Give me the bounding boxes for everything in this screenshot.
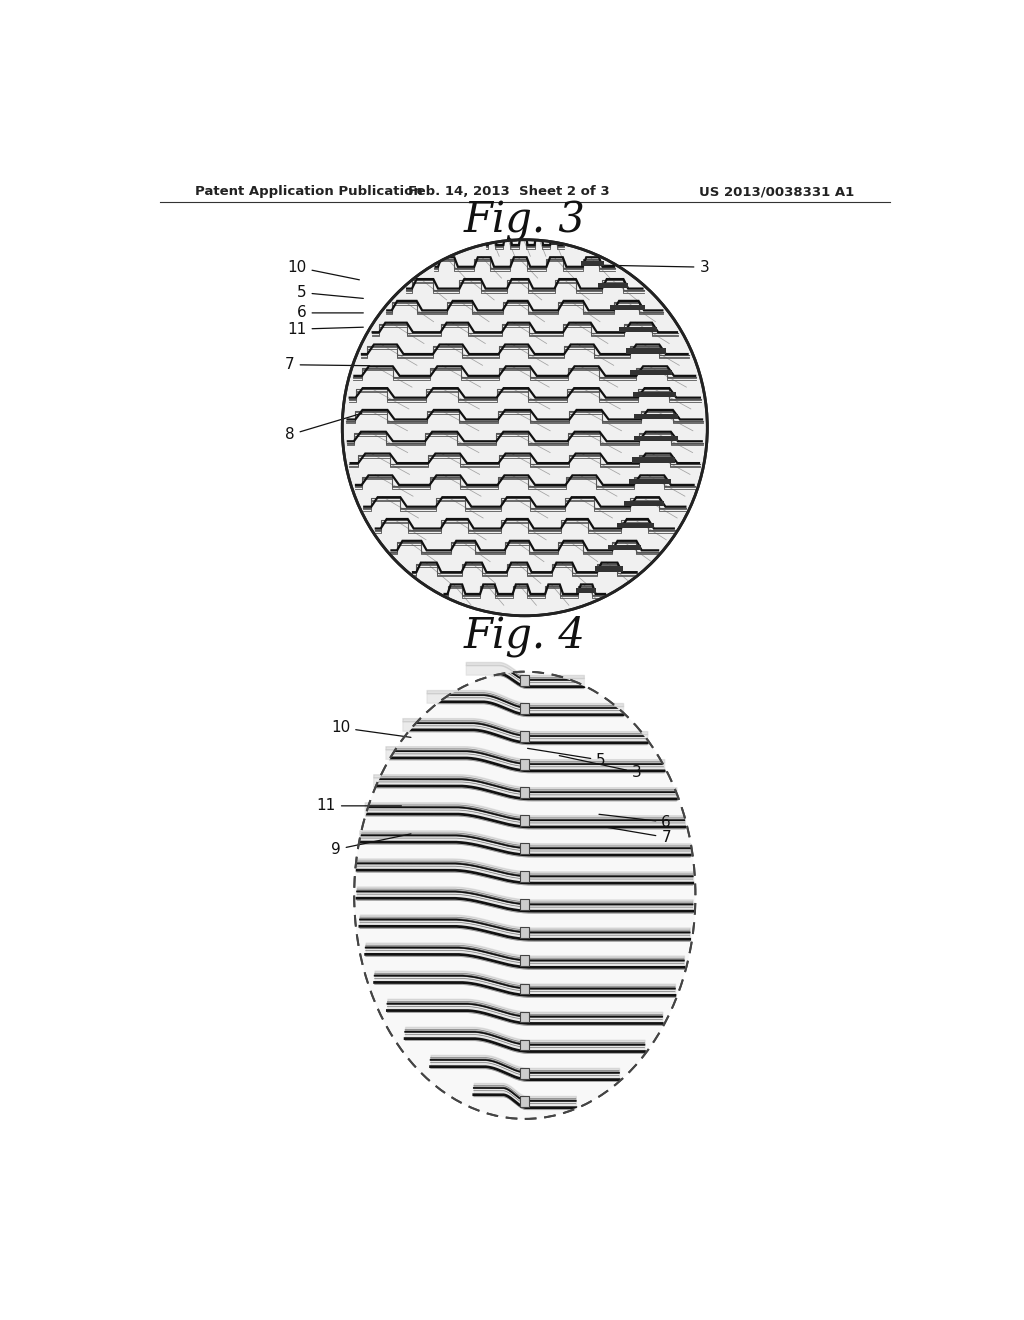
Bar: [584, 261, 604, 267]
Text: 8: 8: [285, 413, 361, 442]
Text: 10: 10: [288, 260, 359, 280]
Text: 11: 11: [316, 799, 401, 813]
Bar: [620, 326, 653, 331]
Text: 5: 5: [297, 285, 364, 300]
Text: 7: 7: [285, 358, 370, 372]
Bar: [520, 675, 529, 685]
Bar: [636, 458, 676, 462]
Bar: [633, 479, 671, 484]
Bar: [625, 502, 660, 507]
Bar: [578, 589, 596, 594]
Bar: [520, 731, 529, 742]
Bar: [638, 436, 678, 441]
Bar: [613, 305, 645, 310]
Ellipse shape: [342, 240, 708, 616]
Bar: [520, 1096, 529, 1106]
Text: Patent Application Publication: Patent Application Publication: [196, 185, 423, 198]
Text: US 2013/0038331 A1: US 2013/0038331 A1: [699, 185, 854, 198]
Bar: [520, 843, 529, 854]
Text: 10: 10: [331, 721, 411, 738]
Bar: [520, 928, 529, 939]
Bar: [520, 1040, 529, 1051]
Bar: [637, 392, 676, 397]
Bar: [551, 239, 560, 244]
Bar: [597, 566, 623, 572]
Bar: [520, 899, 529, 909]
Bar: [634, 436, 674, 441]
Text: 11: 11: [288, 322, 364, 337]
Bar: [634, 370, 672, 375]
Bar: [520, 1011, 529, 1023]
Bar: [629, 348, 666, 354]
Bar: [520, 956, 529, 966]
Bar: [601, 282, 628, 288]
Bar: [626, 348, 663, 354]
Bar: [520, 759, 529, 770]
Bar: [630, 370, 669, 375]
Text: 5: 5: [527, 748, 606, 768]
Bar: [575, 589, 595, 594]
Text: 7: 7: [603, 826, 671, 845]
Bar: [608, 545, 638, 550]
Text: Fig. 4: Fig. 4: [464, 615, 586, 657]
Text: 9: 9: [331, 834, 411, 857]
Bar: [623, 326, 656, 331]
Bar: [629, 479, 668, 484]
Bar: [610, 305, 642, 310]
Text: 3: 3: [599, 260, 710, 275]
Ellipse shape: [354, 672, 695, 1119]
Bar: [638, 413, 678, 418]
Bar: [598, 282, 626, 288]
Bar: [633, 392, 673, 397]
Bar: [633, 458, 672, 462]
Bar: [520, 1068, 529, 1078]
Bar: [617, 523, 651, 528]
Text: 6: 6: [599, 814, 671, 829]
Bar: [634, 413, 675, 418]
Bar: [520, 702, 529, 714]
Bar: [520, 871, 529, 882]
Text: 3: 3: [559, 755, 642, 780]
Text: 6: 6: [297, 305, 364, 321]
Bar: [520, 816, 529, 826]
Bar: [628, 502, 664, 507]
Bar: [582, 261, 602, 267]
Bar: [595, 566, 621, 572]
Bar: [520, 787, 529, 797]
Text: Feb. 14, 2013  Sheet 2 of 3: Feb. 14, 2013 Sheet 2 of 3: [409, 185, 609, 198]
Bar: [520, 983, 529, 994]
Bar: [551, 239, 561, 244]
Bar: [621, 523, 654, 528]
Text: Fig. 3: Fig. 3: [464, 201, 586, 243]
Bar: [610, 545, 641, 550]
